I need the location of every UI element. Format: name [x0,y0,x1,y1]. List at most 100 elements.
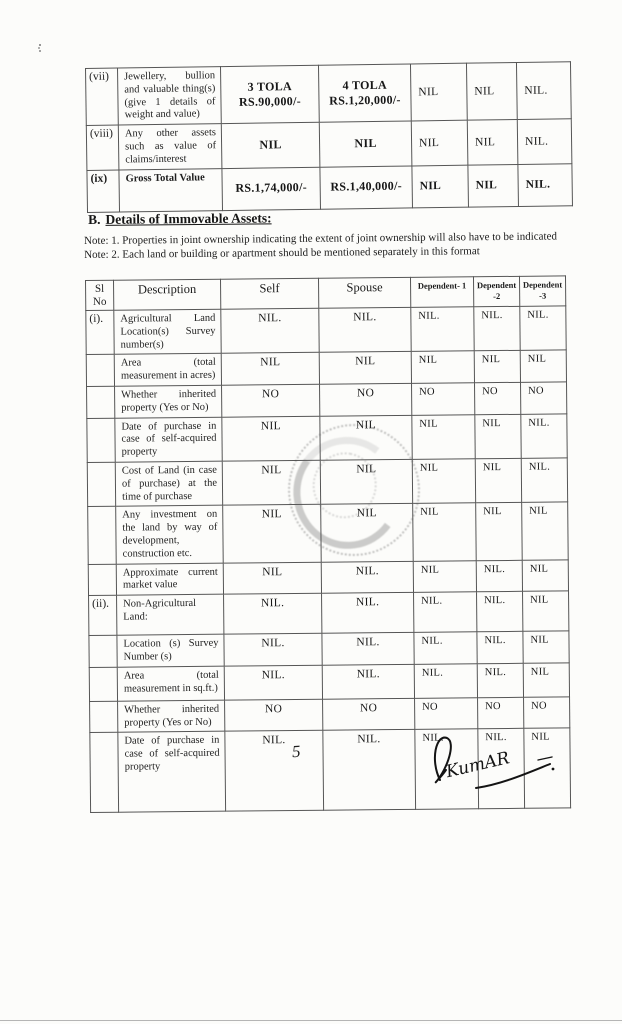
cell-dep2: NIL [474,413,522,459]
cell-dep2: NIL. [477,663,524,698]
table-row: Cost of Land (in case of purchase) at th… [87,457,568,507]
column-header-description: Description [113,279,221,311]
cell-dep3: NO [523,696,570,729]
cell-dep3: NIL [520,350,567,383]
cell-spouse: NIL [319,121,412,167]
cell-dep2: NIL. [473,306,521,352]
cell-no [88,563,117,596]
table-row: Location (s) Survey Number (s) NIL. NIL. NI… [88,631,570,668]
cell-desc: Jewellery, bullion and valuable thing(s)… [117,66,222,126]
scan-artifact [39,44,41,46]
cell-dep3: NIL. [519,305,567,351]
cell-dep1: NIL. [413,631,478,665]
cell-self: NIL [223,561,322,595]
cell-dep2: NIL [467,119,518,165]
column-header-dependent-1: Dependent- 1 [410,276,474,308]
cell-dep3: NIL [521,502,569,560]
cell-dep3: NIL. [520,413,568,459]
cell-spouse: NIL. [322,664,415,699]
cell-spouse: NO [322,698,415,731]
cell-desc: Whether inherited property (Yes or No) [117,699,225,733]
cell-dep3: NIL [522,631,570,664]
cell-self: NO [224,698,323,732]
cell-desc: Cost of Land (in case of purchase) at th… [115,461,223,507]
table-row: Whether inherited property (Yes or No) NO… [86,381,567,419]
cell-self: RS.1,74,000/- [221,166,321,211]
cell-spouse: NIL. [322,729,416,811]
cell-dep1: NIL [411,164,469,208]
page-number: 5 [291,741,302,762]
signature-dash [537,756,553,761]
cell-desc: Area (total measurement in sq.ft.) [117,665,225,701]
cell-dep3: NIL. [516,61,572,120]
cell-no: (viii) [86,125,119,171]
cell-dep1: NIL [411,120,468,166]
cell-dep1: NIL [410,63,468,122]
column-header-sl-no: Sl No [85,280,114,311]
cell-dep1: NIL [412,458,476,504]
cell-dep2: NIL. [476,591,523,632]
cell-self: NIL [222,504,322,563]
cell-self: NIL. [224,664,323,700]
table-row: (ix) Gross Total Value RS.1,74,000/- RS.1,4… [86,163,573,213]
cell-spouse: NIL [320,459,413,505]
table-row: Area (total measurement in acres) NIL NIL N… [86,350,567,387]
cell-dep1: NIL [411,351,475,384]
cell-self: NIL [221,352,320,386]
cell-spouse: NIL. [321,632,415,665]
cell-spouse: NIL. [321,592,414,634]
cell-dep1: NIL. [414,663,478,699]
cell-dep1: NIL [411,414,476,460]
cell-no [89,700,118,733]
signature-underline-swoosh [475,763,551,789]
cell-self: NIL [221,122,320,169]
cell-dep3: NIL. [521,457,568,503]
cell-dep2: NIL [475,458,522,504]
cell-self: NIL. [223,593,322,635]
cell-desc: Non-Agricultural Land: [116,594,224,636]
cell-desc: Any other assets such as value of claims… [118,123,222,170]
table-row: Date of purchase in case of self-acquire… [86,413,568,463]
cell-no: (ii). [88,595,117,636]
cell-no: (ix) [86,169,120,213]
cell-dep2: NO [477,697,524,730]
cell-self: NIL [222,460,321,506]
section-b-prefix: B. [88,211,101,227]
cell-no [88,635,118,668]
cell-desc: Any investment on the land by way of dev… [115,505,224,564]
cell-desc: Whether inherited property (Yes or No) [114,385,222,418]
cell-self: NIL. [223,633,323,666]
header-row: Sl No Description Self Spouse Dependent-… [85,275,566,311]
cell-dep3: NIL. [517,118,572,165]
cell-dep2: NIL [475,502,523,561]
cell-desc: Date of purchase in case of self-acquire… [117,731,226,813]
cell-self: 3 TOLA RS.90,000/- [220,65,320,124]
table-row: (vii) Jewellery, bullion and valuable thi… [85,61,572,126]
cell-desc: Date of purchase in case of self-acquire… [114,416,223,463]
cell-dep1: NIL. [410,306,475,352]
cell-desc: Approximate current market value [116,562,224,596]
cell-no [86,386,115,419]
cell-self: NIL [221,415,321,462]
cell-dep2: NIL. [476,559,523,592]
signature-initial-loop [433,736,452,784]
cell-no [87,506,117,565]
column-header-dependent-2: Dependent -2 [473,276,520,307]
cell-spouse: RS.1,40,000/- [319,165,413,209]
table-row: Any investment on the land by way of dev… [87,502,569,565]
cell-no [87,462,116,507]
cell-spouse: NIL [319,414,413,461]
cell-dep2: NIL. [476,631,524,664]
section-b-title: Details of Immovable Assets: [105,210,272,227]
table-row: (viii) Any other assets such as value of … [86,118,572,171]
cell-self: NIL. [220,308,320,354]
movable-assets-table: (vii) Jewellery, bullion and valuable thi… [85,61,573,213]
cell-dep1: NIL. [413,591,477,633]
cell-dep3: NIL [522,559,569,592]
column-header-self: Self [220,278,319,310]
cell-self: NIL. [224,730,324,812]
table-row: (i). Agricultural Land Location(s) Survey… [85,305,567,355]
table-row: (ii). Non-Agricultural Land: NIL. NIL. NIL. N… [88,591,569,636]
cell-spouse: NIL [319,351,412,385]
signature-text: KumAR [443,748,511,782]
